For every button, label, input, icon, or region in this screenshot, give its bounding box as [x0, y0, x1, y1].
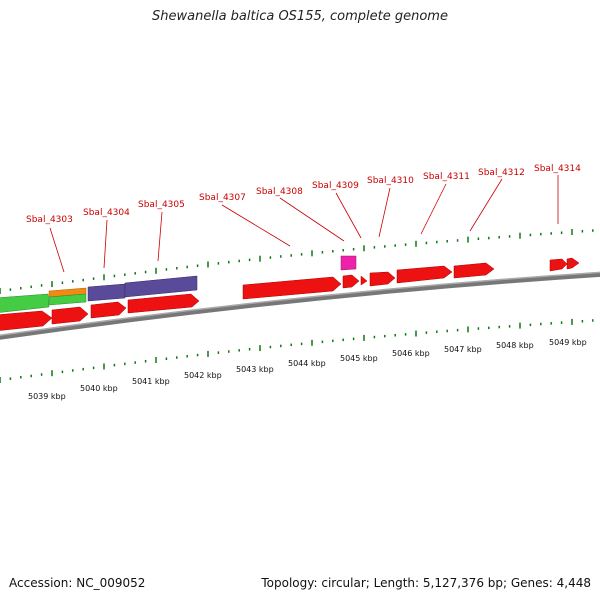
- kbp-label: 5041 kbp: [132, 377, 170, 386]
- gene-label: Sbal_4307: [199, 193, 246, 203]
- genome-backbone-highlight: [0, 271, 600, 337]
- gene-block-purple: [87, 283, 126, 302]
- gene-arrow: [90, 301, 127, 319]
- gene-block-green: [48, 293, 87, 306]
- gene-label: Sbal_4311: [423, 172, 470, 182]
- kbp-label: 5045 kbp: [340, 354, 378, 363]
- gene-track-upper: [242, 255, 580, 300]
- kbp-label: 5044 kbp: [288, 359, 326, 368]
- gene-arrow: [342, 274, 360, 289]
- gene-label: Sbal_4305: [138, 200, 185, 210]
- gene-arrow: [549, 258, 568, 272]
- accession-text: Accession: NC_009052: [9, 576, 146, 590]
- kbp-label: 5042 kbp: [184, 371, 222, 380]
- kbp-label: 5043 kbp: [236, 365, 274, 374]
- kbp-label: 5047 kbp: [444, 345, 482, 354]
- genome-backbone: [0, 271, 600, 340]
- gene-arrow: [453, 262, 495, 279]
- gene-block-magenta: [340, 255, 357, 271]
- gene-arrow: [360, 275, 368, 286]
- outer-tick-track: [0, 229, 594, 294]
- gene-arrow: [51, 306, 89, 325]
- gene-label: Sbal_4303: [26, 215, 73, 225]
- gene-arrow: [242, 276, 342, 300]
- gene-arrow: [566, 257, 580, 270]
- gene-block-green: [0, 293, 50, 313]
- kbp-label: 5049 kbp: [549, 338, 587, 347]
- kbp-label: 5040 kbp: [80, 384, 118, 393]
- map-title: Shewanella baltica OS155, complete genom…: [152, 9, 448, 24]
- gene-label: Sbal_4308: [256, 187, 303, 197]
- gene-label: Sbal_4310: [367, 176, 414, 186]
- gene-label: Sbal_4309: [312, 181, 359, 191]
- kbp-label: 5039 kbp: [28, 392, 66, 401]
- kbp-label: 5048 kbp: [496, 341, 534, 350]
- genome-summary-text: Topology: circular; Length: 5,127,376 bp…: [261, 576, 591, 590]
- gene-track-lower: [0, 275, 200, 331]
- kbp-label: 5046 kbp: [392, 349, 430, 358]
- gene-block-purple: [124, 275, 198, 298]
- gene-label: Sbal_4314: [534, 164, 581, 174]
- gene-label: Sbal_4304: [83, 208, 130, 218]
- gene-arrow: [0, 310, 53, 331]
- gene-arrow: [369, 271, 396, 287]
- inner-tick-track: [0, 318, 594, 383]
- gene-label: Sbal_4312: [478, 168, 525, 178]
- gene-arrow: [127, 293, 200, 314]
- gene-arrow: [396, 265, 453, 284]
- gene-label-connectors: [49, 175, 559, 273]
- gene-labels: Sbal_4303 Sbal_4304 Sbal_4305 Sbal_4307 …: [26, 164, 581, 225]
- kbp-labels: 5039 kbp 5040 kbp 5041 kbp 5042 kbp 5043…: [28, 338, 587, 401]
